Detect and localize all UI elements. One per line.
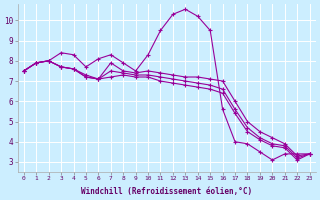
X-axis label: Windchill (Refroidissement éolien,°C): Windchill (Refroidissement éolien,°C)	[81, 187, 252, 196]
